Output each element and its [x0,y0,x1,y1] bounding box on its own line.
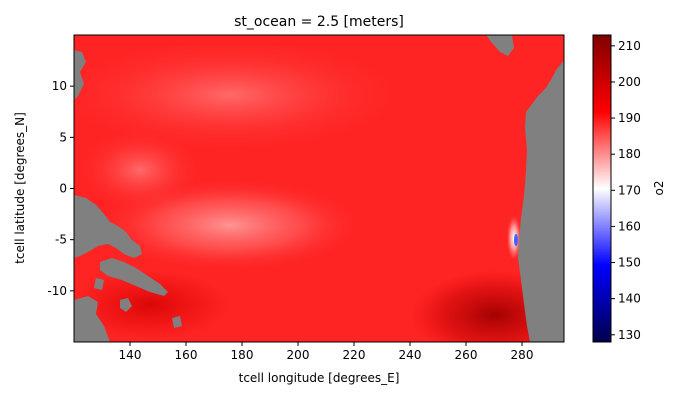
land-small-isle-2 [172,316,182,328]
x-tick-label-160: 160 [175,348,198,362]
y-axis-label: tcell latitude [degrees_N] [13,112,27,264]
y-tick-label--10: -10 [47,284,67,298]
x-tick-label-240: 240 [399,348,422,362]
land-west-islands-1 [74,50,86,100]
field-coastal-deep [514,234,518,246]
chart-title: st_ocean = 2.5 [meters] [234,14,404,30]
land-small-isle-3 [94,278,104,290]
y-tick-label-10: 10 [52,79,67,93]
colorbar-tick-label-140: 140 [618,292,641,306]
field-dark-southwest [74,270,230,340]
land-americas [518,35,564,342]
x-tick-label-200: 200 [287,348,310,362]
y-tick-label-0: 0 [59,182,67,196]
land-west-islands-2 [74,195,142,258]
x-tick-label-180: 180 [231,348,254,362]
colorbar-tick-label-170: 170 [618,183,641,197]
y-axis: -10 -5 0 5 10 [47,79,74,298]
colorbar-tick-label-210: 210 [618,39,641,53]
land-small-isle-1 [120,298,132,312]
x-tick-label-260: 260 [455,348,478,362]
land [74,35,564,342]
field-coastal-low [507,216,521,260]
colorbar-tick-label-180: 180 [618,147,641,161]
y-tick-label-5: 5 [59,130,67,144]
colorbar-gradient [592,34,612,343]
colorbar-tick-label-150: 150 [618,256,641,270]
plot-area [74,35,564,342]
x-tick-label-140: 140 [119,348,142,362]
land-south-islands [74,296,110,342]
field-pale-north [74,40,400,150]
colorbar-tick-label-200: 200 [618,75,641,89]
colorbar-tick-label-130: 130 [618,328,641,342]
colorbar-tick-label-190: 190 [618,111,641,125]
field-pale-band-west [80,130,200,210]
colorbar-label: o2 [652,181,666,196]
colorbar-ticks: 130 140 150 160 170 180 190 200 210 [611,39,641,342]
land-new-guinea [100,258,168,296]
colorbar: 130 140 150 160 170 180 190 200 210 o2 [592,34,666,343]
y-tick-label--5: -5 [55,233,67,247]
x-tick-label-280: 280 [511,348,534,362]
x-tick-label-220: 220 [343,348,366,362]
x-axis: 140 160 180 200 220 240 260 280 [119,342,534,362]
land-mexico [486,35,514,56]
colorbar-tick-label-160: 160 [618,219,641,233]
x-axis-label: tcell longitude [degrees_E] [239,371,400,385]
